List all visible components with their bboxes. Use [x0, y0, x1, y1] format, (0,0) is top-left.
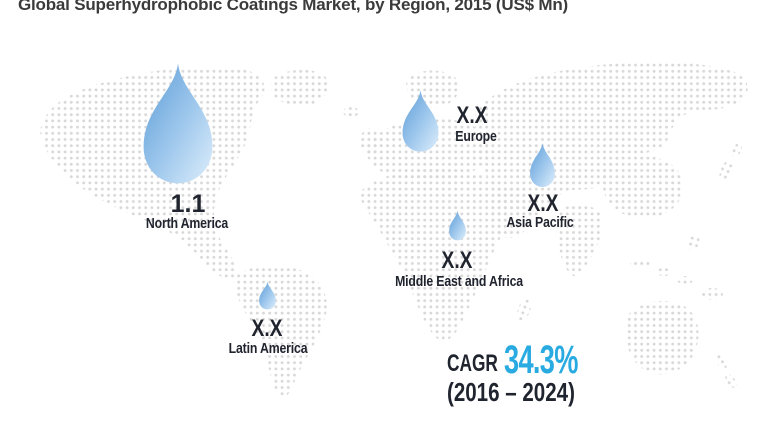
- island-japan-1: [719, 159, 733, 181]
- value-europe: X.X: [456, 102, 488, 129]
- island-iceland: [343, 107, 359, 117]
- island-indonesia-1: [630, 260, 652, 268]
- island-philippines: [688, 233, 700, 251]
- value-north-america: 1.1: [170, 190, 206, 218]
- island-new-zealand-1: [715, 355, 727, 369]
- island-indonesia-3: [677, 276, 693, 284]
- continent-australia: [625, 301, 699, 375]
- region-china-sea: [602, 154, 683, 219]
- label-europe: Europe: [455, 128, 497, 145]
- cagr-value: 34.3%: [504, 338, 578, 382]
- water-droplet-icon-north-america: [143, 63, 213, 184]
- water-droplet-icon-europe: [402, 90, 439, 152]
- island-indonesia-2: [656, 268, 672, 276]
- chart-title: Global Superhydrophobic Coatings Market,…: [18, 0, 568, 14]
- island-japan-2: [732, 142, 742, 158]
- value-asia-pacific: X.X: [527, 190, 559, 217]
- island-greenland: [271, 69, 329, 107]
- label-latin-america: Latin America: [228, 340, 308, 357]
- label-north-america: North America: [145, 215, 229, 232]
- region-india: [555, 204, 603, 277]
- label-asia-pacific: Asia Pacific: [506, 214, 574, 231]
- continent-africa: [360, 168, 510, 342]
- water-droplet-icon-middle-east-africa: [449, 210, 466, 241]
- cagr-period: (2016 – 2024): [447, 377, 575, 407]
- water-droplet-icon-latin-america: [259, 281, 276, 310]
- island-new-zealand-2: [725, 374, 737, 388]
- island-new-guinea: [701, 288, 723, 300]
- value-middle-east-africa: X.X: [441, 247, 473, 274]
- water-droplet-icon-asia-pacific: [530, 142, 555, 188]
- value-latin-america: X.X: [251, 315, 283, 342]
- island-madagascar: [516, 297, 532, 323]
- continent-south-america: [233, 265, 327, 399]
- continent-north-america: [40, 66, 265, 280]
- label-middle-east-africa: Middle East and Africa: [395, 273, 523, 290]
- cagr-label: CAGR: [447, 350, 498, 377]
